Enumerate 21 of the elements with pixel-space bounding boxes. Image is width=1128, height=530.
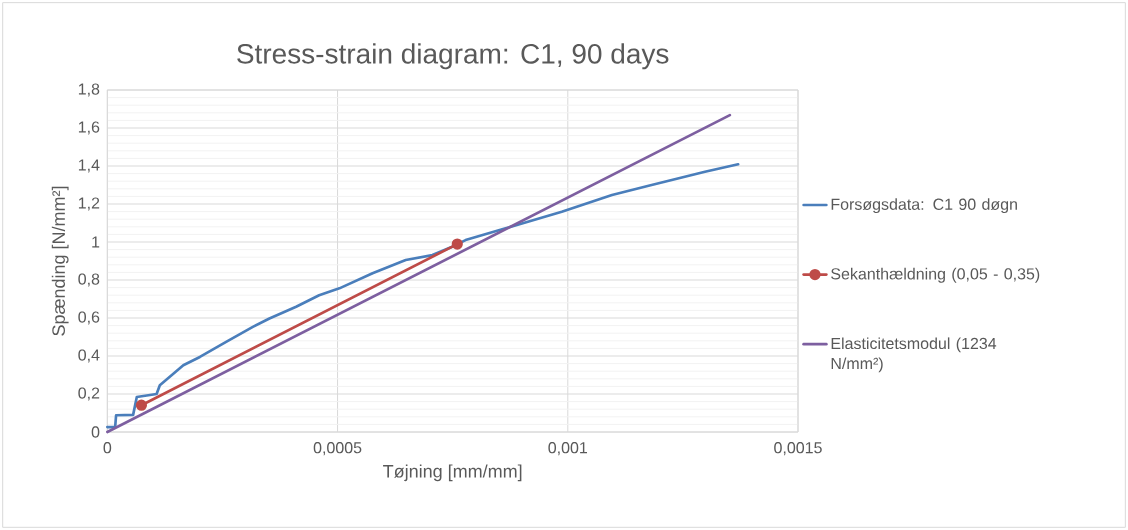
y-axis-title: Spænding [N/mm²] [51,186,69,336]
y-tick-label: 1,2 [78,197,100,211]
y-tick-label: 1,6 [78,121,100,135]
y-tick-label: 1 [92,236,100,248]
y-tick-label: 0,6 [78,311,100,325]
y-tick-label: 0,8 [78,273,100,287]
x-tick-label: 0 [103,442,112,454]
y-tick-label: 1,8 [78,83,100,97]
line-series [106,162,740,429]
legend-label: Elasticitetsmodul (1234 N/mm²) [831,337,997,373]
chart-title: Stress-strain diagram: C1, 90 days [237,43,669,70]
x-tick-label: 0,0015 [774,442,822,456]
x-axis-title: Tøjning [mm/mm] [383,464,522,482]
y-tick-label: 1,4 [78,159,100,173]
x-tick-label: 0,001 [548,442,588,456]
x-tick-label: 0,0005 [313,442,362,456]
legend-label: Sekanthældning (0,05 - 0,35) [831,267,1040,283]
y-tick-label: 0,4 [78,349,100,363]
y-tick-label: 0,2 [78,387,100,401]
legend-label: Forsøgsdata: C1 90 døgn [831,198,1017,214]
y-tick-label: 0 [91,426,100,438]
